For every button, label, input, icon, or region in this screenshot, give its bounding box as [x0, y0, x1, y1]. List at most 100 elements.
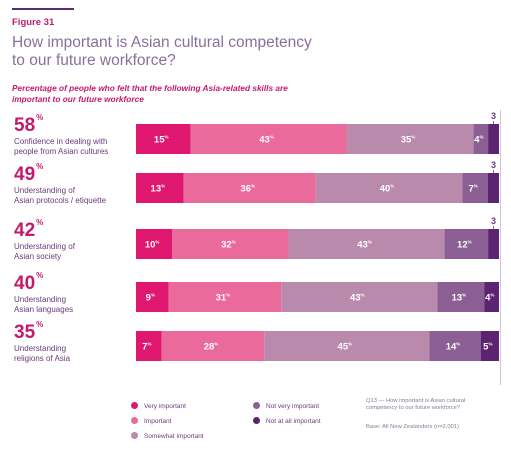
bar-segment-not-at-all-important [480, 331, 499, 361]
data-label: 35% [401, 135, 416, 146]
right-divider [500, 110, 501, 385]
top-rule [12, 8, 74, 10]
data-label-percent: % [390, 184, 394, 189]
bar-segment-very-important [136, 173, 184, 203]
row-label-line: Understanding of [14, 186, 75, 195]
bar-segment-somewhat-important [288, 229, 445, 259]
row-label-line: Confidence in dealing with [14, 137, 108, 146]
data-label-percent: % [361, 293, 365, 298]
bar-segment-not-at-all-important [488, 229, 499, 259]
bar-segment-not-very-important [462, 173, 488, 203]
legend-swatch [131, 432, 138, 439]
bar-segment-somewhat-important [281, 282, 438, 312]
data-label-percent: % [488, 342, 492, 347]
data-label-percent: % [155, 240, 159, 245]
data-label: 9% [146, 293, 155, 304]
data-label-percent: % [161, 184, 165, 189]
bar-segment-important [168, 282, 282, 312]
percent-symbol: % [36, 113, 44, 122]
row-label-line: Asian protocols / etiquette [14, 195, 107, 205]
data-label: 7% [469, 184, 478, 195]
bar-segment-very-important [136, 124, 191, 154]
bar-segment-not-at-all-important [484, 282, 499, 312]
bar-segment-not-very-important [444, 229, 489, 259]
data-label-percent: % [232, 240, 236, 245]
legend-item-label: Somewhat important [144, 433, 204, 440]
data-label: 28% [204, 342, 219, 353]
legend-swatch [253, 417, 260, 424]
figure-label: Figure 31 [12, 17, 55, 28]
bar-segment-somewhat-important [315, 173, 463, 203]
percent-symbol: % [36, 162, 44, 171]
bar-segment-important [172, 229, 289, 259]
percent-symbol: % [36, 218, 44, 227]
bar-segment-somewhat-important [346, 124, 474, 154]
data-label: 5% [483, 342, 492, 353]
data-label-percent: % [468, 240, 472, 245]
legend-item-label: Important [144, 418, 172, 425]
data-label: 3 [491, 160, 496, 170]
legend-swatch [253, 402, 260, 409]
row-label-line: Understanding of [14, 242, 75, 251]
data-label: 7% [142, 342, 151, 353]
row-label: Understanding Asian languages [14, 295, 134, 315]
data-label: 13% [452, 293, 467, 304]
row-label: Understanding religions of Asia [14, 344, 134, 364]
row-percentage-value: 49 [14, 164, 36, 185]
legend-item-label: Not at all important [266, 418, 321, 425]
chart-title: How important is Asian cultural competen… [12, 34, 312, 69]
percent-symbol: % [36, 320, 44, 329]
data-label: 3 [491, 216, 496, 226]
data-label-percent: % [474, 184, 478, 189]
bar-segment-very-important [136, 331, 162, 361]
bar-segment-very-important [136, 229, 173, 259]
data-label-percent: % [479, 135, 483, 140]
legend-item-label: Not very important [266, 403, 320, 410]
bar-segment-somewhat-important [264, 331, 430, 361]
data-label-percent: % [165, 135, 169, 140]
data-label-percent: % [270, 135, 274, 140]
row-percentage: 42% [14, 218, 44, 242]
percent-symbol: % [36, 271, 44, 280]
data-label-percent: % [462, 293, 466, 298]
data-label-percent: % [214, 342, 218, 347]
row-label: Understanding of Asian protocols / etique… [14, 186, 134, 206]
data-label-percent: % [251, 184, 255, 189]
data-label-percent: % [490, 293, 494, 298]
data-label: 13% [151, 184, 166, 195]
data-label: 36% [240, 184, 255, 195]
data-label-percent: % [151, 293, 155, 298]
bar-segment-not-at-all-important [488, 173, 499, 203]
row-percentage-value: 42 [14, 220, 36, 241]
row-percentage: 49% [14, 162, 44, 186]
data-label: 43% [357, 240, 372, 251]
row-label-line: Asian languages [14, 304, 74, 314]
data-label: 45% [338, 342, 353, 353]
data-label-percent: % [456, 342, 460, 347]
bar-segment-not-very-important [473, 124, 489, 154]
data-label: 43% [259, 135, 274, 146]
row-label-line: Asian society [14, 251, 62, 261]
bar-segment-not-at-all-important [488, 124, 499, 154]
row-percentage: 35% [14, 320, 44, 344]
row-label-line: people from Asian cultures [14, 146, 109, 156]
data-label: 15% [154, 135, 169, 146]
question-note: Q13 — How important is Asian cultural co… [366, 398, 466, 411]
data-label: 43% [350, 293, 365, 304]
data-label: 3 [491, 111, 496, 121]
row-label-line: religions of Asia [14, 353, 71, 363]
chart-subtitle: Percentage of people who felt that the f… [12, 83, 288, 104]
bar-segment-important [190, 124, 347, 154]
bar-segment-not-very-important [437, 282, 485, 312]
data-label: 4% [485, 293, 494, 304]
data-label-percent: % [368, 240, 372, 245]
row-percentage-value: 35 [14, 322, 36, 343]
data-label-percent: % [348, 342, 352, 347]
row-percentage-value: 40 [14, 273, 36, 294]
legend-swatch [131, 402, 138, 409]
row-label-line: Understanding [14, 344, 67, 353]
row-percentage: 58% [14, 113, 44, 137]
data-label: 14% [446, 342, 461, 353]
bar-segment-not-very-important [429, 331, 481, 361]
legend-swatch [131, 417, 138, 424]
